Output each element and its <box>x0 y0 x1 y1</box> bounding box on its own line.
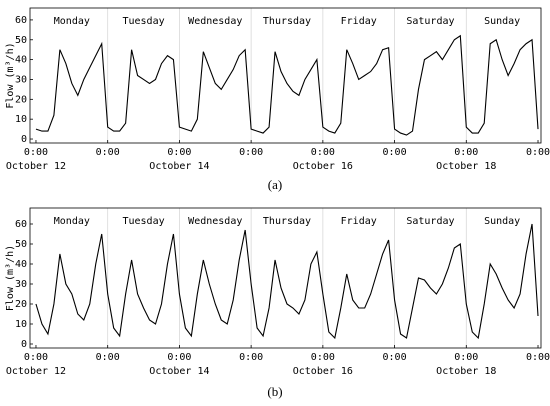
x-tick-label: 0:00 <box>239 147 263 158</box>
y-tick-label: 20 <box>15 94 27 105</box>
x-tick-label: 0:00 <box>383 352 407 363</box>
day-label: Sunday <box>484 216 520 227</box>
x-tick-label: 0:00 <box>24 147 48 158</box>
y-tick-label: 10 <box>15 114 27 125</box>
y-tick-label: 30 <box>15 279 27 290</box>
x-tick-label: 0:00 <box>96 352 120 363</box>
date-label: October 12 <box>6 366 66 377</box>
y-tick-label: 20 <box>15 299 27 310</box>
y-axis-label: Flow (m³/h) <box>5 42 16 108</box>
x-tick-label: 0:00 <box>167 147 191 158</box>
date-label: October 18 <box>436 366 496 377</box>
y-tick-label: 50 <box>15 239 27 250</box>
day-label: Thursday <box>263 16 311 27</box>
day-label: Friday <box>341 16 377 27</box>
plot-frame <box>29 207 542 349</box>
x-tick-label: 0:00 <box>454 352 478 363</box>
date-label: October 12 <box>6 161 66 172</box>
caption: (a) <box>268 177 282 192</box>
day-label: Wednesday <box>188 16 242 27</box>
date-label: October 14 <box>149 161 209 172</box>
x-tick-label: 0:00 <box>24 352 48 363</box>
day-label: Wednesday <box>188 216 242 227</box>
flow-line <box>35 223 539 340</box>
x-tick-label: 0:00 <box>311 147 335 158</box>
x-tick-label: 0:00 <box>167 352 191 363</box>
day-label: Monday <box>54 216 90 227</box>
y-tick-label: 0 <box>21 339 27 350</box>
day-label: Thursday <box>263 216 311 227</box>
x-tick-label: 0:00 <box>526 147 550 158</box>
y-tick-label: 60 <box>15 219 27 230</box>
date-label: October 14 <box>149 366 209 377</box>
y-axis-label: Flow (m³/h) <box>5 245 16 311</box>
y-tick-label: 40 <box>15 55 27 66</box>
y-tick-label: 50 <box>15 35 27 46</box>
date-label: October 16 <box>293 161 353 172</box>
x-tick-label: 0:00 <box>96 147 120 158</box>
day-label: Tuesday <box>122 216 164 227</box>
y-tick-label: 10 <box>15 319 27 330</box>
day-label: Tuesday <box>122 16 164 27</box>
plot-frame <box>29 7 542 144</box>
x-tick-label: 0:00 <box>526 352 550 363</box>
x-tick-label: 0:00 <box>383 147 407 158</box>
day-label: Saturday <box>406 216 454 227</box>
y-tick-label: 0 <box>21 134 27 145</box>
flow-line <box>35 34 539 136</box>
y-tick-label: 40 <box>15 259 27 270</box>
caption: (b) <box>267 384 282 399</box>
y-tick-label: 30 <box>15 74 27 85</box>
day-label: Saturday <box>406 16 454 27</box>
day-label: Friday <box>341 216 377 227</box>
date-label: October 16 <box>293 366 353 377</box>
x-tick-label: 0:00 <box>454 147 478 158</box>
y-tick-label: 60 <box>15 15 27 26</box>
date-label: October 18 <box>436 161 496 172</box>
x-tick-label: 0:00 <box>311 352 335 363</box>
day-label: Monday <box>54 16 90 27</box>
x-tick-label: 0:00 <box>239 352 263 363</box>
day-label: Sunday <box>484 16 520 27</box>
